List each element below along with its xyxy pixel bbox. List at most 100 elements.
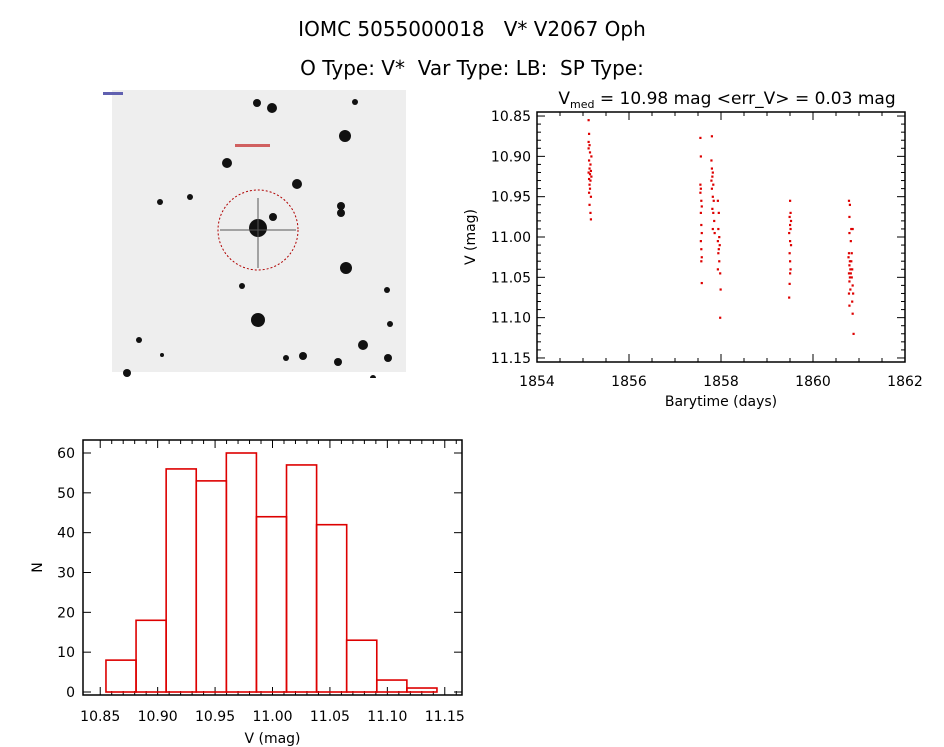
y-tick-label: 60 [57, 446, 75, 462]
star [269, 213, 277, 221]
data-point [589, 218, 593, 221]
data-point [851, 268, 854, 271]
data-point [699, 240, 702, 243]
data-point [587, 171, 590, 174]
histogram-bar [345, 639, 378, 693]
data-point [710, 179, 713, 182]
star [299, 352, 307, 360]
data-point [719, 316, 722, 319]
data-point [847, 252, 851, 255]
data-point [788, 282, 791, 285]
data-point [588, 203, 591, 206]
x-tick-label: 1854 [519, 374, 555, 390]
data-point [789, 219, 793, 223]
histogram-bar [315, 523, 348, 693]
star [352, 99, 358, 105]
y-axis-label: N [30, 562, 46, 572]
data-point [789, 227, 792, 231]
data-point [848, 231, 851, 235]
data-point [710, 187, 713, 190]
title-subscript: med [570, 98, 594, 111]
x-tick-label: 1862 [887, 374, 923, 390]
x-axis-label: V (mag) [244, 731, 300, 747]
data-point [588, 151, 592, 154]
star [334, 358, 342, 366]
data-point [848, 280, 851, 283]
data-point [719, 272, 722, 275]
data-point [848, 264, 851, 267]
data-point [710, 167, 713, 170]
data-point [851, 227, 854, 231]
star [384, 354, 392, 362]
data-point [716, 240, 719, 243]
data-point [588, 167, 591, 170]
data-point [788, 252, 791, 255]
star [136, 337, 142, 343]
data-point [712, 183, 715, 186]
data-point [788, 231, 791, 235]
data-point [850, 252, 853, 255]
y-tick-label: 40 [57, 526, 75, 542]
data-point [789, 240, 792, 243]
data-point [851, 312, 854, 315]
y-tick-label: 50 [57, 486, 75, 502]
data-point [850, 227, 853, 231]
x-tick-label: 11.05 [310, 709, 350, 725]
data-point [699, 136, 702, 140]
data-point [851, 300, 854, 303]
data-point [588, 187, 592, 190]
x-tick-label: 1856 [611, 374, 647, 390]
data-point [847, 292, 851, 295]
x-tick-label: 10.90 [138, 709, 178, 725]
data-point [852, 292, 855, 295]
data-point [587, 147, 590, 150]
data-point [588, 183, 591, 186]
data-point [717, 211, 720, 215]
data-point [712, 199, 715, 202]
y-tick-label: 30 [57, 566, 75, 582]
data-point [848, 215, 851, 219]
data-point [716, 268, 719, 271]
data-point [699, 191, 702, 194]
data-point [713, 219, 716, 223]
data-point [788, 215, 791, 219]
data-point [699, 211, 702, 215]
data-point [850, 276, 853, 279]
figure-title: IOMC 5055000018 V* V2067 Oph [298, 17, 646, 41]
data-point [589, 179, 592, 182]
star [384, 287, 390, 293]
data-point [588, 144, 591, 147]
histogram-bar [135, 619, 167, 693]
y-tick-label: 10.95 [491, 190, 531, 206]
data-point [711, 227, 714, 231]
data-point [788, 296, 791, 299]
data-point [849, 240, 852, 243]
x-tick-label: 11.10 [367, 709, 407, 725]
image-corner-mark [103, 92, 123, 95]
data-point [718, 244, 721, 247]
histogram-bar [285, 464, 318, 693]
y-axis-label: V (mag) [463, 209, 479, 265]
title-v: V [558, 89, 570, 109]
data-point [847, 272, 851, 275]
data-point [710, 135, 713, 138]
histogram-bar [165, 468, 198, 693]
data-point [699, 187, 702, 190]
star [160, 353, 164, 357]
y-tick-label: 0 [66, 685, 75, 701]
histogram-bar [255, 515, 288, 693]
data-point [848, 260, 851, 263]
data-point [849, 288, 852, 291]
y-tick-label: 10.85 [491, 109, 531, 125]
star [370, 375, 376, 378]
data-point [716, 199, 719, 202]
target-circle [217, 189, 299, 271]
data-point [587, 159, 591, 162]
plot-frame [536, 111, 906, 363]
star [187, 194, 193, 200]
star [267, 103, 277, 113]
title-rest: = 10.98 mag <err_V> = 0.03 mag [594, 89, 895, 109]
data-point [699, 183, 702, 186]
data-point [590, 155, 593, 158]
data-point [700, 281, 703, 285]
